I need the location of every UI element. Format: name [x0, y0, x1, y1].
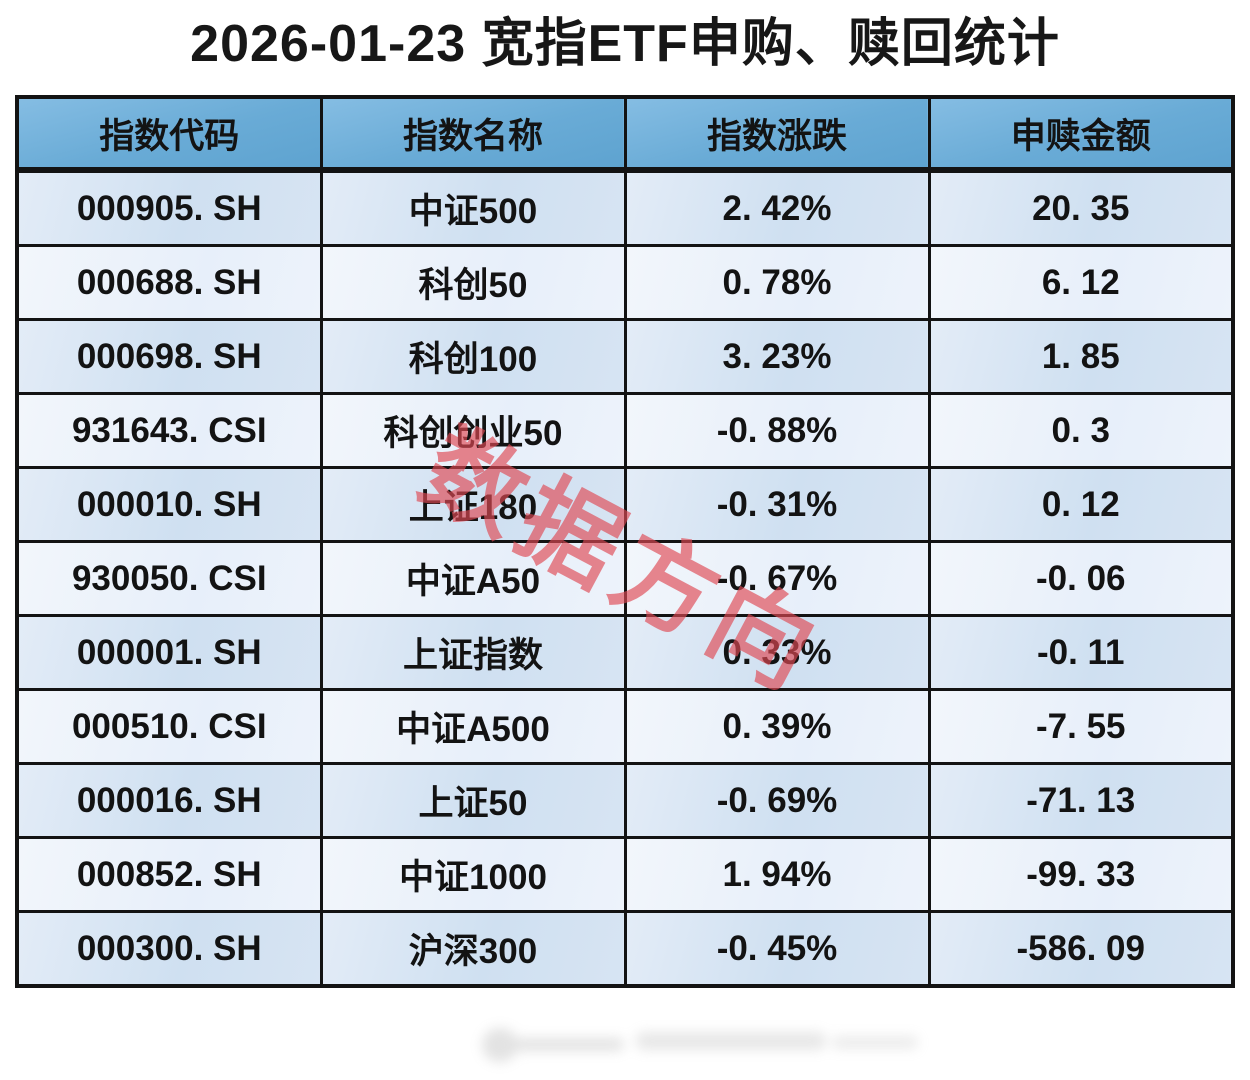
page-title: 2026-01-23 宽指ETF申购、赎回统计 [190, 15, 1060, 73]
table-body: 000905. SH 中证500 2. 42% 20. 35 000688. SH 科创5… [15, 168, 1235, 988]
table-row: 000688. SH 科创50 0. 78% 6. 12 [15, 244, 1235, 321]
table-row: 000698. SH 科创100 3. 23% 1. 85 [15, 318, 1235, 395]
cell-change: 2. 42% [623, 168, 931, 247]
cell-name: 上证180 [319, 466, 627, 543]
cell-change: -0. 67% [623, 540, 931, 617]
etf-table: 指数代码 指数名称 指数涨跌 申赎金额 000905. SH 中证500 2. 42… [15, 95, 1235, 988]
column-header-code: 指数代码 [15, 95, 323, 173]
cell-code: 000905. SH [15, 168, 323, 247]
cell-amount: -0. 06 [927, 540, 1235, 617]
cell-name: 中证A500 [319, 688, 627, 765]
cell-amount: 20. 35 [927, 168, 1235, 247]
cell-amount: -99. 33 [927, 836, 1235, 913]
cell-name: 中证1000 [319, 836, 627, 913]
table-header-row: 指数代码 指数名称 指数涨跌 申赎金额 [15, 95, 1235, 173]
table-row: 000852. SH 中证1000 1. 94% -99. 33 [15, 836, 1235, 913]
cell-amount: 0. 12 [927, 466, 1235, 543]
cell-change: -0. 45% [623, 910, 931, 988]
cell-code: 000698. SH [15, 318, 323, 395]
table-row: 000001. SH 上证指数 0. 33% -0. 11 [15, 614, 1235, 691]
table-row: 000905. SH 中证500 2. 42% 20. 35 [15, 168, 1235, 247]
table-row: 000016. SH 上证50 -0. 69% -71. 13 [15, 762, 1235, 839]
cell-amount: -7. 55 [927, 688, 1235, 765]
table-row: 000010. SH 上证180 -0. 31% 0. 12 [15, 466, 1235, 543]
cell-change: 3. 23% [623, 318, 931, 395]
cell-name: 科创100 [319, 318, 627, 395]
cell-change: 1. 94% [623, 836, 931, 913]
cell-amount: -586. 09 [927, 910, 1235, 988]
table-row: 930050. CSI 中证A50 -0. 67% -0. 06 [15, 540, 1235, 617]
cell-code: 000852. SH [15, 836, 323, 913]
cell-name: 中证A50 [319, 540, 627, 617]
cell-code: 931643. CSI [15, 392, 323, 469]
cell-change: -0. 88% [623, 392, 931, 469]
smudge-blob [482, 1028, 518, 1062]
column-header-amount: 申赎金额 [927, 95, 1235, 173]
cell-code: 000010. SH [15, 466, 323, 543]
cell-code: 000688. SH [15, 244, 323, 321]
cell-change: -0. 69% [623, 762, 931, 839]
cell-code: 000016. SH [15, 762, 323, 839]
table-row: 000300. SH 沪深300 -0. 45% -586. 09 [15, 910, 1235, 988]
cell-change: 0. 33% [623, 614, 931, 691]
smudge-blob [514, 1038, 624, 1051]
column-header-name: 指数名称 [319, 95, 627, 173]
smudge-blob [636, 1032, 826, 1050]
cell-code: 000510. CSI [15, 688, 323, 765]
cell-amount: 6. 12 [927, 244, 1235, 321]
cell-change: 0. 78% [623, 244, 931, 321]
cell-code: 930050. CSI [15, 540, 323, 617]
cell-name: 科创创业50 [319, 392, 627, 469]
cell-code: 000300. SH [15, 910, 323, 988]
column-header-change: 指数涨跌 [623, 95, 931, 173]
table-header: 指数代码 指数名称 指数涨跌 申赎金额 [15, 95, 1235, 173]
cell-change: -0. 31% [623, 466, 931, 543]
table-row: 931643. CSI 科创创业50 -0. 88% 0. 3 [15, 392, 1235, 469]
cell-amount: 0. 3 [927, 392, 1235, 469]
cell-name: 上证50 [319, 762, 627, 839]
smudge-blob [832, 1036, 918, 1049]
cell-amount: 1. 85 [927, 318, 1235, 395]
cell-amount: -0. 11 [927, 614, 1235, 691]
cell-amount: -71. 13 [927, 762, 1235, 839]
cell-code: 000001. SH [15, 614, 323, 691]
cell-name: 中证500 [319, 168, 627, 247]
bottom-watermark-smudge [480, 1012, 940, 1068]
cell-name: 上证指数 [319, 614, 627, 691]
cell-change: 0. 39% [623, 688, 931, 765]
cell-name: 沪深300 [319, 910, 627, 988]
table-row: 000510. CSI 中证A500 0. 39% -7. 55 [15, 688, 1235, 765]
cell-name: 科创50 [319, 244, 627, 321]
